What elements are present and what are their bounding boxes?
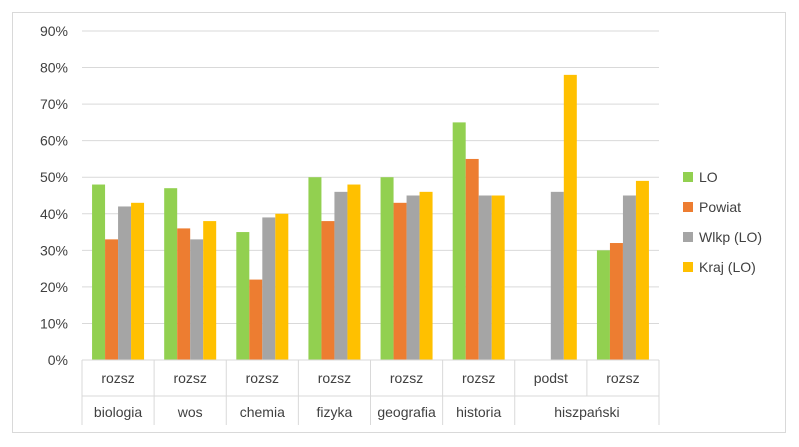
y-tick-label: 80%	[40, 60, 68, 76]
bar	[131, 202, 145, 360]
bar	[275, 213, 289, 360]
y-tick-label: 90%	[40, 23, 68, 39]
category-label: rozsz	[101, 370, 134, 386]
group-label: historia	[456, 404, 501, 420]
y-tick-label: 30%	[40, 242, 68, 258]
group-label: wos	[177, 404, 203, 420]
bar	[321, 221, 335, 360]
group-label: fizyka	[317, 404, 353, 420]
bar	[393, 202, 407, 360]
bar	[491, 195, 505, 360]
y-tick-label: 0%	[48, 352, 68, 368]
bar	[236, 232, 250, 360]
group-label: chemia	[240, 404, 285, 420]
legend-label: Kraj (LO)	[699, 259, 756, 275]
bar	[465, 158, 479, 360]
group-label: hiszpański	[554, 404, 619, 420]
category-label: rozsz	[173, 370, 206, 386]
bar	[452, 122, 466, 360]
bar	[550, 191, 564, 360]
y-tick-label: 10%	[40, 315, 68, 331]
y-tick-label: 70%	[40, 96, 68, 112]
bar	[609, 243, 623, 360]
y-tick-label: 60%	[40, 133, 68, 149]
bar	[334, 191, 348, 360]
chart-frame: 0% 10% 20% 30% 40% 50% 60% 70% 80% 90% biologia wos…	[12, 12, 786, 433]
bar	[563, 74, 577, 360]
bar	[190, 239, 204, 360]
legend-label: Powiat	[699, 199, 741, 215]
category-label: rozsz	[318, 370, 351, 386]
bar	[92, 184, 106, 360]
bar	[622, 195, 636, 360]
group-label: geografia	[377, 404, 436, 420]
legend-label: Wlkp (LO)	[699, 229, 762, 245]
bar-chart: 0% 10% 20% 30% 40% 50% 60% 70% 80% 90% biologia wos…	[40, 23, 762, 425]
category-label: rozsz	[246, 370, 279, 386]
bar	[419, 191, 433, 360]
category-label: podst	[534, 370, 568, 386]
legend-swatch	[683, 232, 693, 242]
legend-swatch	[683, 172, 693, 182]
bar	[177, 228, 191, 360]
y-tick-label: 50%	[40, 169, 68, 185]
legend-swatch	[683, 262, 693, 272]
bar	[596, 250, 610, 360]
group-label: biologia	[94, 404, 142, 420]
category-label: rozsz	[462, 370, 495, 386]
legend-label: LO	[699, 169, 718, 185]
legend-swatch	[683, 202, 693, 212]
bar	[118, 206, 132, 360]
bar	[347, 184, 361, 360]
bar	[105, 239, 119, 360]
bar	[478, 195, 492, 360]
bar	[406, 195, 420, 360]
category-label: rozsz	[606, 370, 639, 386]
bar	[380, 177, 394, 360]
bar	[262, 217, 276, 360]
bar	[203, 221, 217, 360]
bar	[164, 188, 178, 360]
bar	[308, 177, 322, 360]
bar	[635, 180, 649, 360]
y-tick-label: 20%	[40, 279, 68, 295]
category-label: rozsz	[390, 370, 423, 386]
y-tick-label: 40%	[40, 206, 68, 222]
bar	[249, 279, 263, 360]
